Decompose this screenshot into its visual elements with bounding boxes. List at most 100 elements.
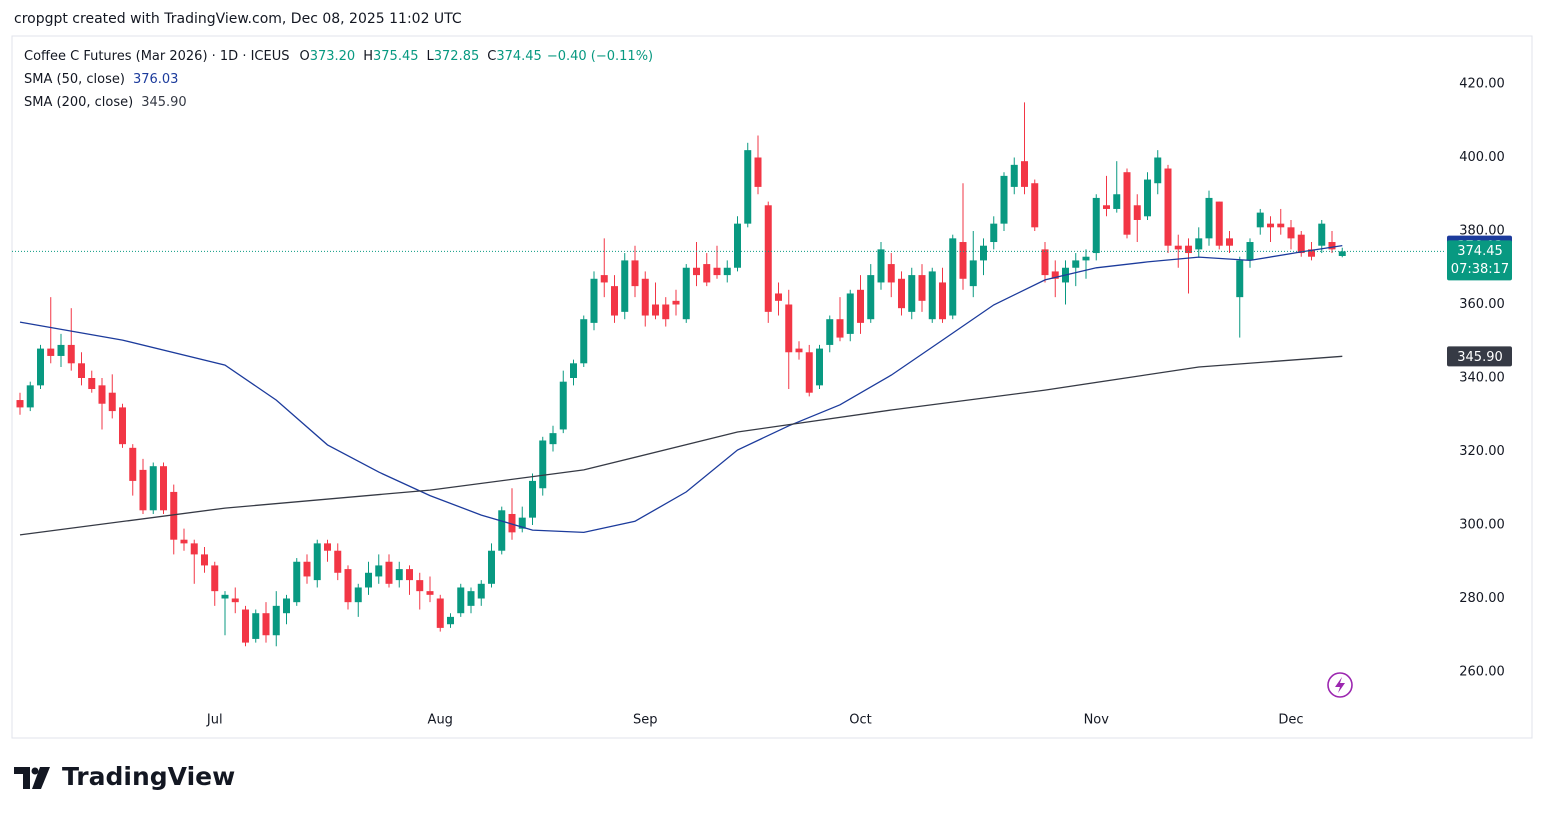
candle-body [272, 605, 280, 636]
candle-body [857, 289, 864, 323]
y-tick-label: 380.00 [1459, 224, 1505, 239]
candle-body [1246, 242, 1254, 261]
candle-body [631, 260, 639, 287]
candle-body [1256, 212, 1264, 228]
brand-name: TradingView [62, 762, 235, 791]
ohlc-key: H [363, 49, 373, 64]
candle-body [201, 554, 208, 566]
candle-body [47, 348, 55, 356]
candle-body [467, 591, 475, 606]
candle-body [160, 466, 167, 511]
candle-body [98, 385, 106, 404]
candle-body [1051, 271, 1059, 279]
x-tick-label: Nov [1084, 713, 1110, 728]
ohlc-value: 375.45 [373, 49, 419, 64]
symbol: Coffee C Futures (Mar 2026) · 1D · ICEUS [24, 49, 289, 64]
plot-area: Jun [16, 102, 1346, 647]
candle-body [1328, 242, 1336, 250]
candle-body [898, 278, 905, 309]
candle-body [1103, 205, 1110, 209]
price-axis: 260.00 280.00 300.00 320.00 340.00 360.00 380.… [1447, 77, 1512, 680]
legend-name: SMA (50, close) [24, 72, 125, 87]
candle-body [313, 543, 321, 581]
candle-body [190, 543, 198, 555]
candle-body [1010, 164, 1018, 187]
candle-body [1021, 161, 1028, 187]
candle-body [836, 319, 844, 338]
chart-frame [11, 35, 1533, 739]
sma-line [19, 244, 1343, 534]
legend-value: 376.03 [133, 72, 179, 87]
candle-body [1164, 168, 1172, 246]
candle-body [600, 275, 608, 283]
candle-body [129, 447, 137, 481]
candle-body [293, 561, 301, 603]
ohlc-key: L [427, 49, 435, 64]
y-tick-label: 320.00 [1459, 444, 1505, 459]
candle-body [775, 293, 782, 301]
candle-body [252, 613, 260, 639]
ohlc-value: 372.85 [434, 49, 480, 64]
candle-body [580, 319, 588, 364]
candle-body [447, 616, 454, 625]
x-tick-label: Dec [1278, 713, 1303, 728]
candle-body [1236, 260, 1244, 298]
sma-price-label: 345.90 [1457, 350, 1503, 365]
candle-body [754, 157, 762, 187]
candle-body [703, 264, 711, 283]
candle-body [1082, 256, 1090, 261]
candle-body [1287, 227, 1295, 239]
candle-body [682, 267, 690, 320]
candle-body [1267, 223, 1274, 228]
candle-body [344, 569, 352, 603]
sma-price-box [1447, 346, 1512, 367]
candle-body [426, 591, 434, 595]
x-tick-label: Jul [206, 713, 223, 728]
y-tick-label: 340.00 [1459, 371, 1505, 386]
candle-body [1123, 172, 1131, 235]
legend-value: 345.90 [141, 95, 187, 110]
legend-name: SMA (200, close) [24, 95, 133, 110]
candle-body [1133, 205, 1141, 220]
candle-body [385, 561, 393, 584]
ohlc-key: C [487, 49, 496, 64]
chart-title: Coffee C Futures (Mar 2026) · 1D · ICEUS… [24, 49, 653, 64]
candle-body [1185, 245, 1192, 254]
y-tick-label: 360.00 [1459, 297, 1505, 312]
candle-body [1031, 183, 1039, 228]
candle-body [539, 440, 547, 489]
candle-body [1297, 234, 1305, 254]
brand-logo: TradingView [14, 762, 235, 791]
lightning-icon [1327, 672, 1353, 698]
candle-body [221, 594, 229, 599]
candle-body [549, 433, 557, 445]
candle-body [334, 550, 342, 573]
candle-body [508, 513, 516, 533]
candle-body [149, 466, 157, 511]
candle-body [1205, 197, 1213, 239]
countdown: 07:38:17 [1451, 262, 1509, 277]
candle-body [1092, 197, 1100, 254]
candle-body [1318, 223, 1326, 246]
candle-body [457, 587, 465, 614]
candle-body [1215, 201, 1223, 246]
candle-body [108, 392, 116, 412]
candle-body [231, 598, 239, 603]
change: −0.40 (−0.11%) [547, 49, 653, 64]
candle-body [1277, 223, 1285, 228]
legend: Coffee C Futures (Mar 2026) · 1D · ICEUS… [24, 49, 653, 110]
candle-body [887, 264, 895, 283]
candle-body [816, 348, 823, 386]
candle-body [477, 583, 485, 599]
candle-body [672, 300, 680, 305]
y-tick-label: 400.00 [1459, 150, 1505, 165]
candle-body [570, 363, 577, 378]
candle-body [119, 407, 126, 445]
y-tick-label: 420.00 [1459, 77, 1505, 92]
legend-entry: SMA (50, close) 376.03 [24, 72, 178, 87]
candle-body [826, 319, 834, 345]
candle-body [590, 278, 598, 323]
candle-body [805, 352, 813, 393]
candle-body [744, 150, 752, 224]
candle-body [652, 304, 659, 316]
